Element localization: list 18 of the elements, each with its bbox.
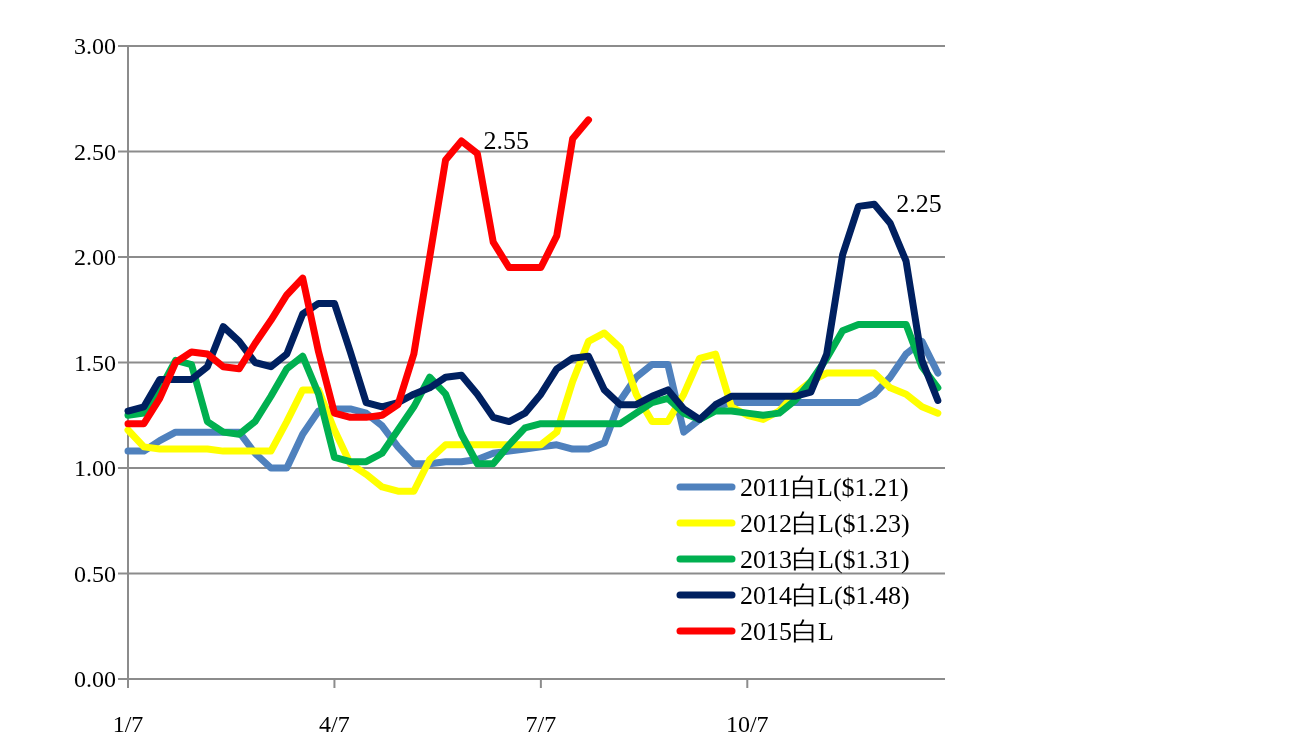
x-tick-label: 7/7 <box>525 711 557 737</box>
y-tick-label: 2.50 <box>74 138 116 165</box>
y-tick-label: 0.50 <box>74 560 116 587</box>
data-label: 2.55 <box>483 125 529 155</box>
x-tick-label: 1/7 <box>112 711 144 737</box>
data-label: 2.25 <box>896 189 942 219</box>
y-tick-label: 3.00 <box>74 33 116 59</box>
y-tick-label: 2.00 <box>74 244 116 270</box>
legend-label: 2013白L($1.31) <box>740 545 910 574</box>
legend-label: 2015白L <box>740 617 834 646</box>
x-tick-label: 10/7 <box>725 711 769 737</box>
legend-label: 2012白L($1.23) <box>740 509 910 538</box>
legend-label: 2014白L($1.48) <box>740 581 910 610</box>
y-tick-label: 0.00 <box>74 666 116 692</box>
x-tick-label: 4/7 <box>319 711 350 737</box>
y-tick-label: 1.50 <box>74 349 116 376</box>
y-tick-label: 1.00 <box>74 455 116 481</box>
legend-label: 2011白L($1.21) <box>740 473 909 502</box>
